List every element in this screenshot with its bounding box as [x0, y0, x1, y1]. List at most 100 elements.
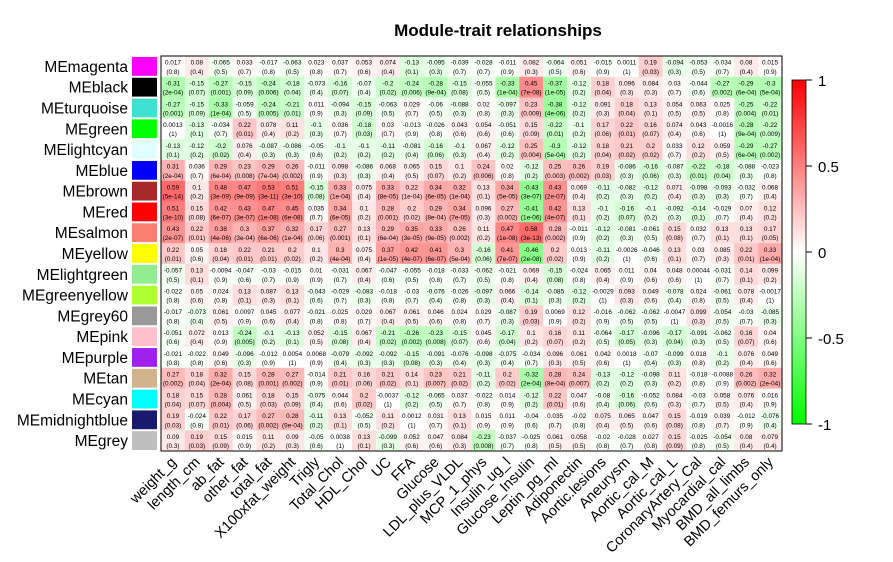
heatmap-cell — [447, 97, 472, 119]
cell-correlation: 0.14 — [740, 268, 753, 275]
heatmap-cell — [208, 347, 233, 369]
cell-correlation: 0.0038 — [330, 434, 350, 441]
cell-pvalue: (0.3) — [501, 110, 514, 117]
cell-pvalue: (0.3) — [477, 214, 490, 221]
heatmap-cell — [519, 180, 544, 202]
cell-pvalue: (0.1) — [190, 131, 203, 138]
cell-correlation: 0.074 — [380, 60, 396, 67]
cell-correlation: -0.096 — [236, 351, 255, 358]
heatmap-cell — [232, 347, 257, 369]
cell-pvalue: (0.08) — [451, 90, 468, 97]
cell-pvalue: (0.002) — [282, 381, 302, 388]
cell-pvalue: (0.2) — [453, 173, 466, 180]
cell-correlation: 0.03 — [692, 247, 705, 254]
cell-correlation: 0.013 — [213, 330, 229, 337]
cell-correlation: -0.23 — [476, 434, 491, 441]
heatmap-cell — [423, 56, 448, 78]
cell-pvalue: (0.04) — [284, 90, 301, 97]
heatmap-cell — [590, 326, 616, 348]
cell-pvalue: (1) — [766, 298, 774, 305]
heatmap-cell — [280, 263, 305, 285]
heatmap-cell — [638, 409, 663, 431]
cell-pvalue: (0.6) — [572, 402, 585, 409]
cell-correlation: -0.12 — [572, 143, 587, 150]
cell-pvalue: (0.7) — [549, 422, 562, 429]
cell-pvalue: (0.06) — [618, 402, 635, 409]
cell-correlation: 0.036 — [189, 164, 205, 171]
cell-correlation: -0.088 — [737, 164, 756, 171]
cell-correlation: 0.41 — [501, 247, 514, 254]
cell-correlation: -0.055 — [403, 268, 422, 275]
heatmap-cell — [638, 284, 663, 306]
cell-pvalue: (0.6) — [429, 443, 442, 450]
heatmap-cell — [399, 263, 425, 285]
heatmap-cell — [758, 97, 783, 119]
cell-pvalue: (0.06) — [595, 131, 612, 138]
heatmap-cell — [161, 263, 186, 285]
cell-pvalue: (0.4) — [405, 152, 418, 159]
heatmap-cell — [519, 222, 544, 244]
cell-correlation: 0.16 — [644, 122, 657, 129]
cell-correlation: 0.029 — [356, 309, 372, 316]
cell-pvalue: (0.3) — [477, 298, 490, 305]
cell-pvalue: (0.9) — [405, 131, 418, 138]
cell-pvalue: (0.3) — [692, 318, 705, 325]
heatmap-cell — [662, 347, 687, 369]
cell-correlation: -0.12 — [572, 288, 587, 295]
cell-pvalue: (0.4) — [763, 194, 776, 201]
cell-pvalue: (0.7) — [334, 69, 347, 76]
heatmap-cell — [256, 76, 281, 98]
cell-correlation: 0.18 — [191, 372, 204, 379]
cell-pvalue: (0.4) — [572, 194, 585, 201]
cell-correlation: -0.17 — [667, 330, 682, 337]
cell-correlation: 0.05 — [191, 247, 204, 254]
heatmap-cell — [758, 305, 783, 327]
cell-correlation: -0.14 — [524, 288, 539, 295]
cell-pvalue: (0.5) — [620, 318, 633, 325]
cell-correlation: 0.34 — [453, 205, 466, 212]
cell-pvalue: (0.6) — [166, 339, 179, 346]
plot-border — [160, 55, 783, 452]
column-labels: weight_glength_cmab_fatother_fattotal_fa… — [127, 454, 778, 556]
cell-pvalue: (0.2) — [716, 360, 729, 367]
row-label: MEtan — [83, 371, 128, 388]
cell-correlation: 0.058 — [714, 392, 730, 399]
heatmap-cell — [423, 180, 448, 202]
heatmap-cell — [590, 139, 616, 161]
heatmap-cell — [686, 159, 711, 182]
cell-correlation: 0.19 — [191, 434, 204, 441]
cell-correlation: 0.087 — [260, 288, 276, 295]
cell-pvalue: (0.8) — [596, 443, 609, 450]
heatmap-cell — [256, 305, 281, 327]
heatmap-cell — [256, 56, 281, 78]
cell-correlation: 0.068 — [380, 164, 396, 171]
cell-correlation: -0.018 — [379, 288, 398, 295]
cell-correlation: 0.024 — [213, 288, 229, 295]
cell-pvalue: (0.01) — [618, 131, 635, 138]
heatmap-cell — [352, 97, 377, 119]
heatmap-cell — [375, 388, 401, 410]
cell-correlation: 0.0097 — [235, 309, 255, 316]
heatmap-cell — [614, 222, 639, 244]
cell-pvalue: (0.4) — [238, 152, 251, 159]
cell-correlation: 0.072 — [189, 330, 205, 337]
cell-correlation: -0.039 — [450, 60, 469, 67]
cell-pvalue: (0.002) — [497, 214, 517, 221]
heatmap-cell — [328, 347, 353, 369]
heatmap-cell — [161, 222, 186, 244]
cell-correlation: 0.082 — [523, 60, 539, 67]
cell-correlation: -0.16 — [476, 247, 491, 254]
row-label: MEgreen — [65, 121, 128, 138]
cell-correlation: -0.086 — [283, 143, 302, 150]
heatmap-cell — [543, 56, 568, 78]
cell-pvalue: (0.3) — [763, 318, 776, 325]
cell-correlation: 0.27 — [262, 413, 275, 420]
cell-pvalue: (0.002) — [258, 422, 278, 429]
cell-correlation: 0.033 — [237, 60, 253, 67]
cell-pvalue: (0.4) — [453, 360, 466, 367]
cell-pvalue: (0.9) — [596, 318, 609, 325]
heatmap-cell — [519, 367, 544, 389]
heatmap-cell — [638, 222, 663, 244]
cell-correlation: 0.47 — [238, 184, 251, 191]
cell-pvalue: (0.4) — [763, 422, 776, 429]
